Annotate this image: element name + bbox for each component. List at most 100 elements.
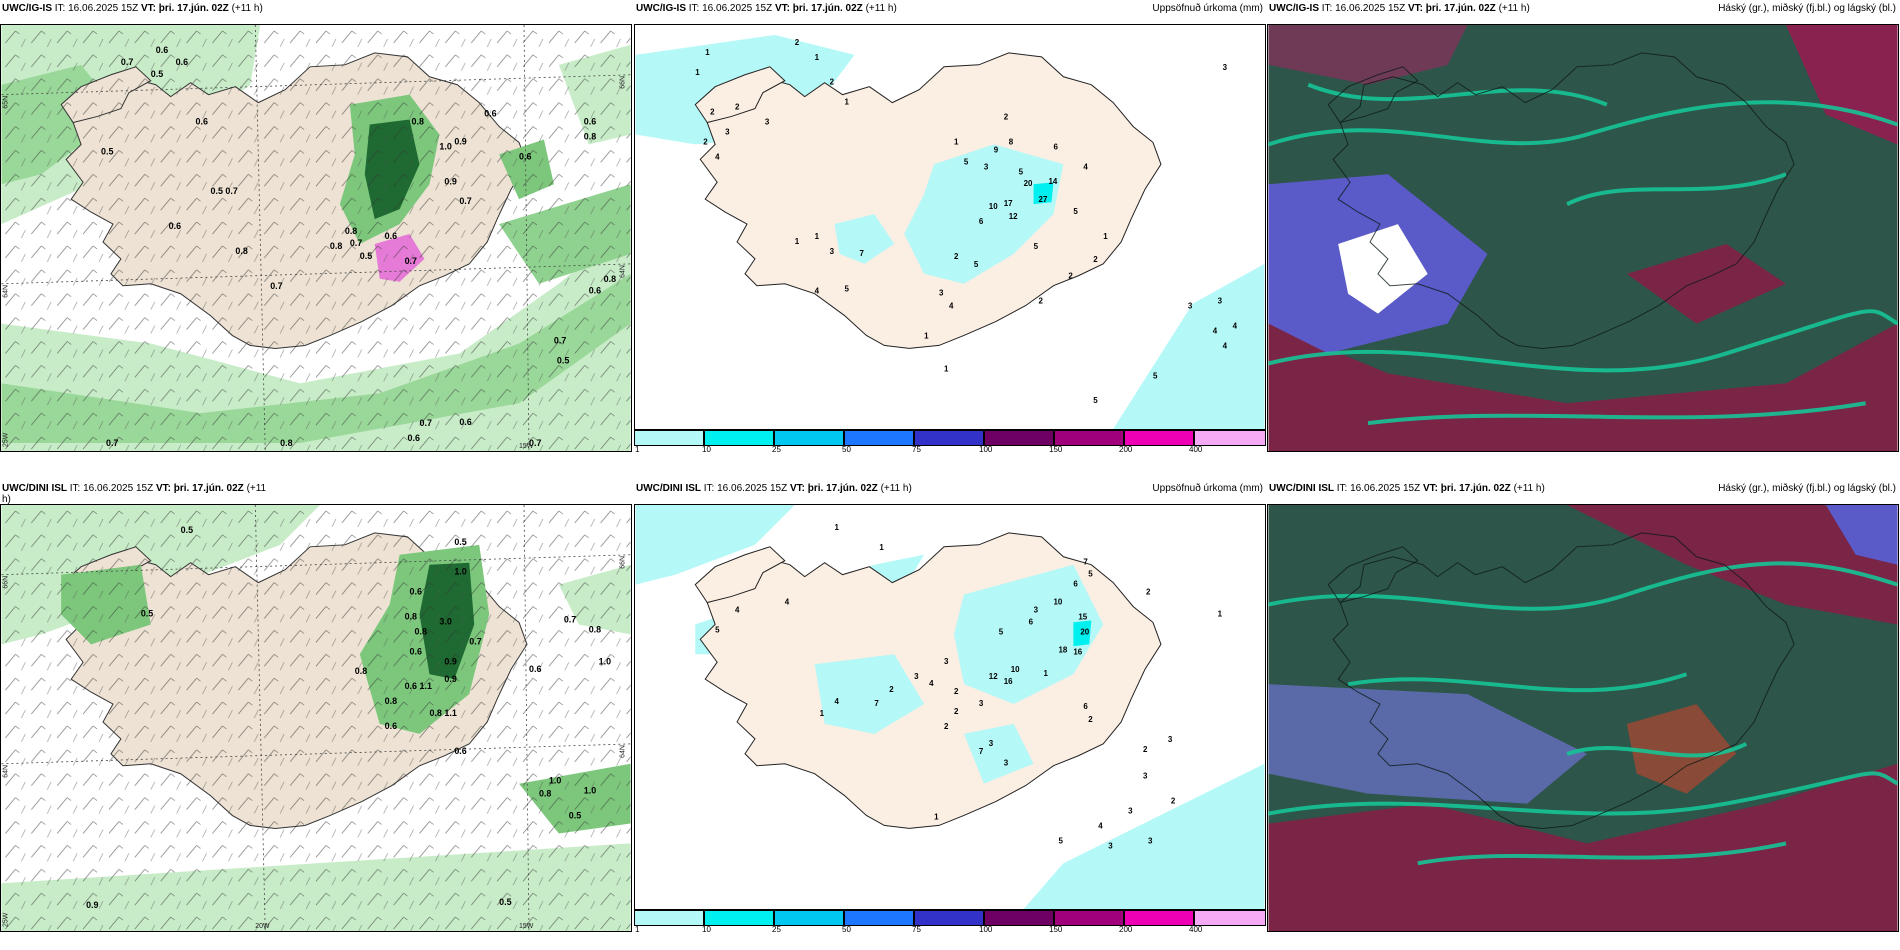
- cloud-contours: [1268, 561, 1898, 866]
- precip-label: 0.8: [355, 666, 367, 676]
- precip-label: 0.8: [345, 226, 357, 236]
- precip-label: 0.6: [529, 664, 541, 674]
- accum-label: 7: [979, 747, 984, 756]
- accum-label: 12: [989, 672, 998, 681]
- colorbar-swatch: [1124, 910, 1194, 926]
- precip-label: 0.6: [589, 286, 601, 296]
- precip-label: 0.7: [106, 438, 118, 448]
- accum-label: 1: [954, 137, 959, 146]
- precip-label: 0.7: [529, 438, 541, 448]
- precip-value-labels: 0.5 0.5 0.8 0.6 1.0 0.9 0.7 0.8 0.5 0.6 …: [86, 525, 611, 910]
- accum-label: 10: [1011, 665, 1020, 674]
- precip-label: 0.5: [141, 608, 153, 618]
- colorbar-swatch: [984, 430, 1054, 446]
- accum-label: 2: [1143, 745, 1148, 754]
- precip-wind-map: 0.5 0.5 0.8 0.6 1.0 0.9 0.7 0.8 0.5 0.6 …: [1, 505, 631, 931]
- panel-dini-clouds: UWC/DINI ISL IT: 16.06.2025 15Z VT: þri.…: [1267, 482, 1899, 932]
- precip-value-labels: 0.6 0.7 0.5 0.6 0.5 0.7 0.6 0.8 0.5 0.7 …: [101, 45, 616, 448]
- panel-title: Uppsöfnuð úrkoma (mm): [1152, 483, 1263, 494]
- high-cloud-area: [1338, 224, 1428, 314]
- axis-labels: 66N 64N 25W 20W 15W 66N 64N: [2, 556, 626, 930]
- lead-time: (+11 h): [231, 3, 263, 14]
- accum-area: [1023, 763, 1265, 909]
- accum-label: 7: [1083, 558, 1088, 567]
- precip-label: 0.6: [454, 746, 466, 756]
- precip-label: 0.5: [557, 355, 569, 365]
- precip-label: 0.7: [405, 256, 417, 266]
- accum-label: 2: [1039, 297, 1044, 306]
- precip-label: 0.8: [589, 624, 601, 634]
- it-label: IT:: [1321, 3, 1333, 14]
- graticule-lat: [1, 74, 631, 285]
- panel-dini-precip-wind: UWC/DINI ISL IT: 16.06.2025 15Z VT: þri.…: [0, 482, 632, 932]
- precip-label: 0.8: [405, 611, 417, 621]
- accum-label: 6: [1073, 580, 1078, 589]
- cloud-map: [1268, 25, 1898, 451]
- accum-label: 1: [944, 364, 949, 373]
- model-name: UWC/DINI ISL: [636, 483, 701, 494]
- map-frame: 0.5 0.5 0.8 0.6 1.0 0.9 0.7 0.8 0.5 0.6 …: [0, 504, 632, 932]
- panel-header: UWC/IG-IS IT: 16.06.2025 15Z VT: þri. 17…: [0, 2, 632, 24]
- precip-label: 0.9: [444, 674, 456, 684]
- accum-label: 3: [1168, 735, 1173, 744]
- colorbar-swatch: [704, 430, 774, 446]
- it-value: 16.06.2025 15Z: [1350, 483, 1421, 494]
- vt-label: VT:: [789, 483, 805, 494]
- high-cloud-area: [1567, 505, 1898, 625]
- accum-label: 5: [715, 625, 720, 634]
- map-frame: [1267, 504, 1899, 932]
- precip-label: 0.5: [210, 186, 222, 196]
- vt-label: VT:: [1422, 483, 1438, 494]
- colorbar-tick: 200: [1119, 445, 1133, 454]
- accum-label: 5: [1019, 167, 1024, 176]
- precip-label: 0.8: [412, 117, 424, 127]
- precip-label: 0.6: [169, 221, 181, 231]
- precip-label: 0.7: [459, 196, 471, 206]
- cloud-contour: [1566, 172, 1787, 206]
- accum-label: 8: [1009, 137, 1014, 146]
- precip-label: 0.8: [584, 131, 596, 141]
- accum-label: 3: [1004, 759, 1009, 768]
- accum-label: 3: [979, 699, 984, 708]
- precip-label: 0.7: [350, 238, 362, 248]
- accum-label: 1: [1044, 669, 1049, 678]
- cloud-contour: [1268, 771, 1898, 816]
- accum-label: 4: [1083, 162, 1088, 171]
- precip-label: 0.9: [86, 900, 98, 910]
- precip-label: 0.5: [101, 146, 113, 156]
- accum-label: 4: [1098, 821, 1103, 830]
- colorbar-tick: 100: [979, 925, 993, 934]
- accum-label: 2: [735, 103, 740, 112]
- accum-label: 2: [1004, 113, 1009, 122]
- precip-label: 0.7: [564, 614, 576, 624]
- mid-cloud-area: [1825, 505, 1898, 565]
- panel-header: UWC/DINI ISL IT: 16.06.2025 15Z VT: þri.…: [0, 482, 632, 505]
- accum-label: 3: [1218, 297, 1223, 306]
- precip-label: 0.8: [604, 274, 616, 284]
- accum-label: 1: [1218, 609, 1223, 618]
- accum-label: 1: [695, 68, 700, 77]
- precip-label: 0.7: [469, 636, 481, 646]
- colorbar-swatch: [844, 910, 914, 926]
- lead-time-cont: h): [2, 494, 11, 505]
- colorbar-tick: 100: [979, 445, 993, 454]
- accum-label: 5: [1153, 371, 1158, 380]
- lon-label: 25W: [2, 912, 9, 927]
- precip-label: 0.6: [156, 45, 168, 55]
- precip-label: 0.9: [444, 176, 456, 186]
- panel-header: UWC/DINI ISL IT: 16.06.2025 15Z VT: þri.…: [1267, 482, 1899, 504]
- accum-label: 4: [1213, 326, 1218, 335]
- accum-label: 4: [929, 679, 934, 688]
- accum-label: 2: [954, 687, 959, 696]
- accum-label: 15: [1078, 612, 1087, 621]
- vt-label: VT:: [140, 3, 156, 14]
- accum-area: [953, 564, 1104, 705]
- lat-label: 64N: [620, 745, 627, 758]
- map-frame: 0.6 0.7 0.5 0.6 0.5 0.7 0.6 0.8 0.5 0.7 …: [0, 24, 632, 452]
- graticule-lat: [1, 554, 631, 765]
- colorbar-tick: 25: [772, 925, 781, 934]
- map-frame: 1 2 1 1 2 1 3 2 2 3 2 4 1 3 2 5 9 8 6 4: [634, 24, 1266, 430]
- accum-label: 3: [939, 289, 944, 298]
- accum-label: 2: [830, 78, 835, 87]
- precip-label: 0.5: [360, 251, 372, 261]
